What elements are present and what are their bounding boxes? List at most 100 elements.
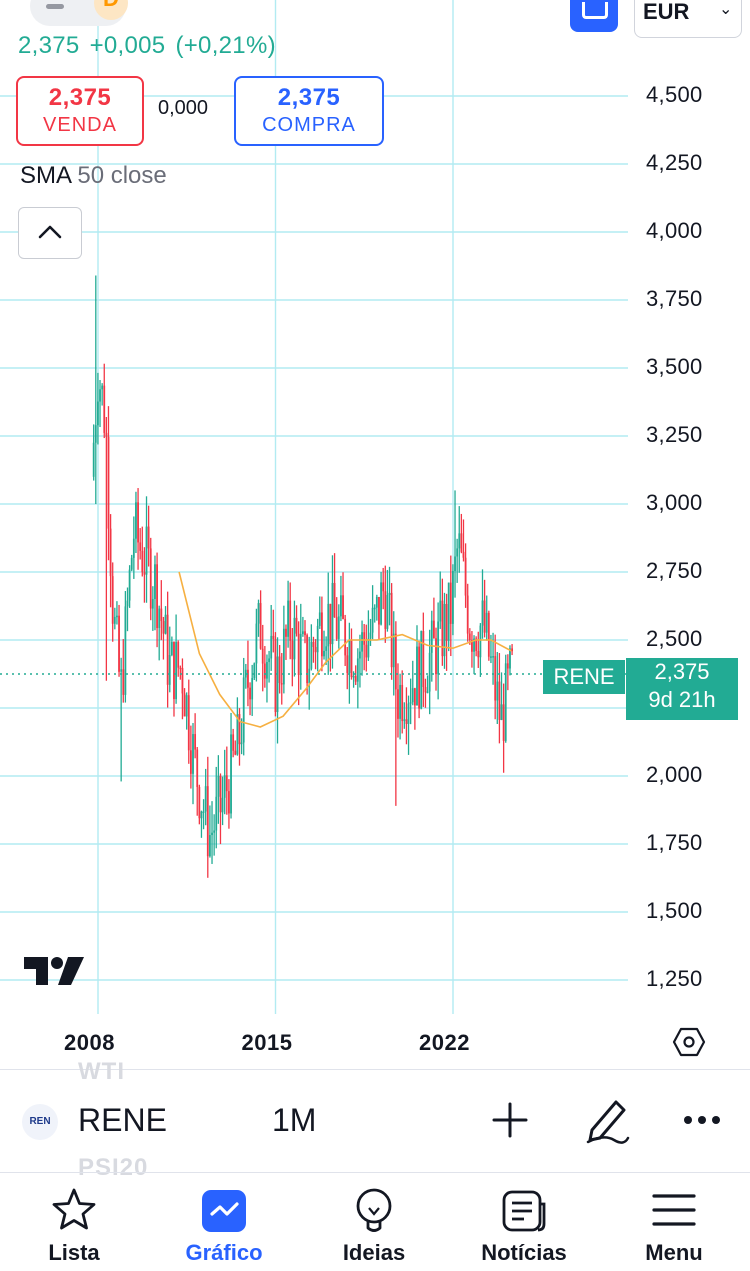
candle-body: [371, 607, 374, 633]
quote-summary: 2,375 +0,005 (+0,21%): [18, 32, 286, 60]
candle-body: [424, 686, 427, 693]
symbol-name[interactable]: RENE: [78, 1102, 167, 1138]
price-tick-label: 1,500: [646, 898, 703, 923]
candle-body: [411, 688, 414, 703]
candle-body: [236, 714, 239, 755]
candle-body: [194, 734, 197, 750]
indicator-name: SMA: [20, 162, 71, 189]
nav-menu[interactable]: Menu: [604, 1180, 744, 1270]
price-tick-label: 4,250: [646, 150, 703, 175]
candle-body: [373, 607, 376, 610]
last-price-tag: 2,375 9d 21h: [626, 658, 738, 720]
star-icon: [52, 1188, 96, 1230]
candle-body: [356, 658, 359, 682]
candle-body: [113, 616, 116, 624]
timeframe-badge: D: [94, 0, 128, 20]
candle-body: [209, 835, 211, 857]
candle-body: [350, 639, 353, 677]
candle-body: [308, 668, 311, 684]
currency-select[interactable]: EUR ⌄: [634, 0, 742, 38]
candle-body: [196, 749, 199, 787]
candle-body: [445, 603, 448, 641]
candle-body: [502, 704, 505, 741]
candle-body: [215, 796, 218, 831]
candle-body: [261, 648, 264, 664]
candle-body: [228, 791, 230, 814]
nav-ideas[interactable]: Ideias: [304, 1180, 444, 1270]
buy-label: COMPRA: [262, 114, 356, 136]
candle-body: [156, 564, 158, 629]
collapse-legend-button[interactable]: [18, 207, 82, 259]
candle-body: [263, 663, 266, 679]
candle-body: [416, 646, 418, 706]
menu-icon: [652, 1194, 696, 1226]
candle-body: [164, 614, 167, 634]
nav-news-label: Notícias: [481, 1240, 567, 1265]
candle-body: [266, 662, 268, 679]
price-tick-label: 3,000: [646, 490, 703, 515]
chart-grid: [0, 0, 628, 1014]
candle-body: [420, 631, 423, 709]
candle-body: [426, 691, 429, 694]
indicator-legend[interactable]: SMA 50 close: [20, 162, 167, 190]
price-chart[interactable]: [0, 0, 750, 1071]
candle-body: [456, 548, 459, 557]
candle-body: [375, 596, 378, 608]
candle-body: [145, 526, 148, 575]
candle-body: [403, 719, 406, 722]
nav-news[interactable]: Notícias: [454, 1180, 594, 1270]
candle-body: [272, 635, 275, 639]
candle-body: [128, 569, 131, 601]
price-tick-label: 3,750: [646, 286, 703, 311]
nav-chart[interactable]: Gráfico: [154, 1180, 294, 1270]
nav-watchlist[interactable]: Lista: [4, 1180, 144, 1270]
candle-body: [97, 401, 99, 426]
candle-body: [295, 617, 298, 634]
candle-body: [154, 564, 156, 600]
candle-body: [492, 656, 494, 658]
candle-body: [443, 603, 446, 657]
candle-body: [206, 786, 209, 857]
candle-body: [394, 633, 397, 690]
candle-body: [101, 385, 104, 390]
candle-body: [435, 638, 437, 675]
settings-hex-icon[interactable]: [672, 1026, 706, 1058]
candle-body: [160, 608, 163, 622]
candle-body: [268, 658, 270, 663]
candle-body: [348, 639, 351, 673]
buy-button[interactable]: 2,375 COMPRA: [234, 76, 384, 146]
plus-icon[interactable]: [490, 1100, 530, 1140]
candle-body: [306, 635, 309, 684]
fullscreen-button[interactable]: [570, 0, 618, 32]
candle-body: [151, 599, 154, 609]
bar-countdown: 9d 21h: [648, 687, 716, 712]
candle-body: [137, 502, 139, 543]
nav-menu-label: Menu: [645, 1240, 703, 1265]
interval-selector[interactable]: 1M: [272, 1102, 317, 1138]
interval-pill[interactable]: D: [30, 0, 128, 26]
price-tick-label: 2,750: [646, 558, 703, 583]
candle-body: [242, 677, 245, 743]
pen-icon[interactable]: [584, 1096, 630, 1144]
more-icon[interactable]: [682, 1112, 722, 1128]
candle-body: [177, 642, 180, 668]
candle-body: [458, 533, 461, 549]
candle-body: [312, 641, 315, 647]
candle-body: [386, 594, 389, 629]
nav-watchlist-label: Lista: [48, 1240, 100, 1265]
candle-body: [490, 656, 492, 658]
candle-body: [346, 655, 349, 673]
candle-body: [432, 620, 435, 639]
candle-body: [384, 591, 387, 629]
candle-body: [449, 582, 452, 624]
candle-body: [219, 775, 222, 813]
price-tick-label: 3,500: [646, 354, 703, 379]
candle-body: [200, 811, 203, 819]
candle-body: [367, 638, 370, 658]
sell-button[interactable]: 2,375 VENDA: [16, 76, 144, 146]
fullscreen-icon: [582, 2, 608, 19]
candle-body: [342, 595, 344, 619]
candle-body: [498, 681, 501, 720]
candle-body: [327, 603, 330, 647]
price-tick-label: 2,000: [646, 762, 703, 787]
